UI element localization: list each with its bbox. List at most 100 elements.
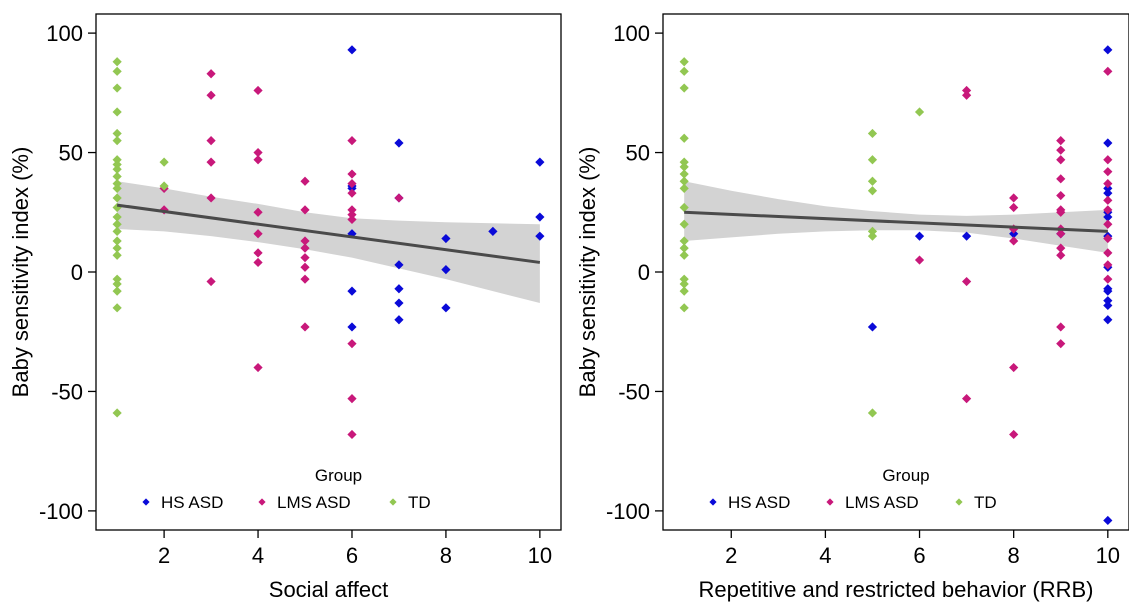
data-point — [1103, 515, 1113, 526]
data-point — [1056, 339, 1066, 349]
data-point — [867, 408, 878, 418]
plot-frame — [662, 13, 1129, 531]
data-point — [347, 394, 357, 404]
data-point — [679, 66, 689, 76]
legend-label: HS ASD — [728, 493, 790, 512]
data-point — [679, 202, 689, 213]
data-point — [679, 219, 689, 229]
data-point — [679, 183, 689, 193]
data-point — [679, 176, 689, 186]
data-point — [1103, 167, 1113, 177]
data-point — [112, 193, 122, 203]
data-point — [1103, 315, 1113, 325]
y-tick-label: 50 — [626, 141, 650, 166]
data-point — [112, 159, 122, 170]
data-point — [112, 286, 122, 296]
data-point — [441, 303, 451, 313]
data-point — [347, 286, 357, 296]
y-tick-label: -50 — [51, 379, 83, 404]
data-point — [112, 303, 122, 313]
data-point — [1056, 155, 1066, 165]
data-point — [535, 212, 545, 222]
data-point — [300, 322, 310, 332]
x-tick-label: 10 — [528, 543, 552, 568]
data-point — [679, 169, 689, 179]
data-point — [679, 157, 689, 167]
data-point — [535, 231, 545, 241]
regression-line — [684, 210, 1108, 233]
data-point — [679, 83, 689, 93]
data-point — [1103, 155, 1113, 165]
x-tick-label: 8 — [440, 543, 452, 568]
data-point — [441, 265, 451, 275]
data-point — [347, 214, 357, 225]
data-point — [300, 253, 310, 263]
data-point — [206, 276, 216, 287]
data-point — [1009, 229, 1019, 239]
y-tick-label: -50 — [618, 379, 650, 404]
data-point — [112, 183, 122, 193]
data-point — [679, 133, 689, 143]
data-point — [300, 205, 310, 215]
data-point — [253, 207, 263, 217]
data-point — [679, 250, 689, 260]
data-point — [394, 260, 404, 270]
confidence-band — [684, 181, 1108, 253]
data-point — [253, 155, 263, 165]
x-axis-label: Repetitive and restricted behavior (RRB) — [699, 577, 1094, 602]
data-point — [112, 179, 122, 189]
legend-marker — [826, 498, 834, 506]
legend-marker — [258, 498, 266, 506]
data-point — [394, 315, 404, 325]
legend-title: Group — [315, 466, 362, 485]
data-point — [1103, 205, 1113, 215]
data-point — [1103, 195, 1113, 205]
legend-label: LMS ASD — [277, 493, 351, 512]
legend-marker — [389, 498, 397, 506]
legend-marker — [142, 498, 150, 506]
data-point — [394, 193, 404, 203]
data-point — [867, 186, 878, 196]
legend-label: TD — [974, 493, 997, 512]
data-point — [1056, 229, 1066, 239]
data-point — [867, 322, 878, 332]
data-point — [112, 236, 122, 246]
data-point — [441, 233, 451, 244]
data-point — [253, 257, 263, 268]
legend-marker — [955, 498, 963, 506]
data-point — [112, 136, 122, 146]
data-point — [206, 69, 216, 79]
data-point — [300, 176, 310, 186]
series-lms-asd — [914, 66, 1113, 440]
panel-social-affect: -100 -50 0 50 100 2 4 6 8 10 Social affect Baby sen… — [8, 13, 562, 602]
series-td — [112, 57, 169, 418]
data-point — [206, 157, 216, 167]
data-point — [253, 147, 263, 158]
data-point — [112, 274, 122, 284]
data-point — [1056, 145, 1066, 155]
x-tick-label: 2 — [158, 543, 170, 568]
data-point — [347, 179, 357, 189]
data-point — [679, 303, 689, 313]
data-point — [1009, 193, 1019, 203]
data-point — [679, 286, 689, 296]
y-axis-label: Baby sensitivity index (%) — [8, 147, 33, 398]
data-point — [1103, 219, 1113, 229]
x-tick-label: 8 — [1008, 543, 1020, 568]
data-point — [679, 274, 689, 284]
confidence-band — [117, 181, 540, 304]
data-point — [347, 169, 357, 179]
data-point — [962, 276, 972, 287]
data-point — [679, 162, 689, 172]
data-point — [867, 176, 878, 186]
data-point — [253, 85, 263, 96]
data-point — [1103, 66, 1113, 76]
data-point — [1009, 429, 1019, 440]
data-point — [679, 279, 689, 289]
data-point — [1056, 190, 1066, 201]
data-point — [962, 90, 972, 100]
data-point — [679, 236, 689, 246]
data-point — [112, 164, 122, 174]
